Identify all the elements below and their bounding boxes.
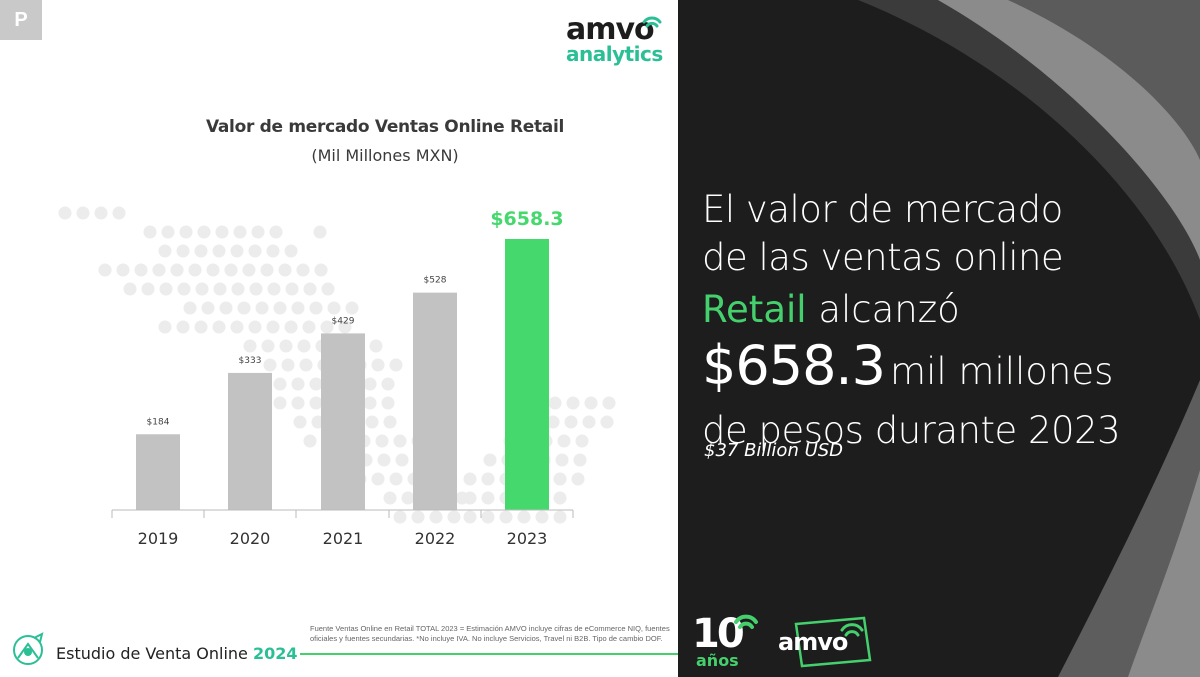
data-label-2022: $528 — [424, 276, 447, 286]
data-label-2023: $658.3 — [490, 208, 563, 230]
bar-chart: $184 2019 $333 2020 $429 2021 $528 2022 $658.3 20… — [58, 206, 616, 548]
headline-line-3: Retail alcanzó — [702, 284, 1182, 336]
headline-line-1: El valor de mercado — [702, 188, 1063, 231]
left-panel: P amvo analytics Valor de mercado Ventas… — [0, 0, 678, 665]
tick-label-2019: 2019 — [138, 529, 179, 548]
headline-line-5: de pesos durante 2023 — [702, 409, 1121, 452]
study-year: 2024 — [252, 644, 298, 663]
data-label-2020: $333 — [239, 356, 262, 366]
page-badge: P — [0, 0, 42, 40]
bar-2023 — [505, 239, 549, 510]
chart-title: Valor de mercado Ventas Online Retail — [205, 117, 565, 137]
tick-label-2020: 2020 — [230, 529, 271, 548]
bar-2019 — [136, 434, 180, 510]
headline-amount: $658.3 — [702, 334, 886, 397]
background-swoosh — [858, 0, 1200, 677]
amvo-analytics-logo: amvo analytics — [566, 12, 666, 66]
tick-label-2022: 2022 — [415, 529, 456, 548]
headline-unit: mil millones — [890, 350, 1114, 393]
headline-retail: Retail — [702, 288, 807, 331]
study-title: Estudio de Venta Online 2024 — [56, 644, 298, 663]
data-label-2021: $429 — [332, 316, 355, 326]
headline-line-4: $658.3 mil millones — [702, 336, 1182, 409]
tick-label-2023: 2023 — [507, 529, 548, 548]
usd-note: $37 Billion USD — [704, 440, 844, 461]
study-emblem-icon — [13, 632, 44, 665]
source-note: Fuente Ventas Online en Retail TOTAL 202… — [310, 624, 670, 643]
headline-line-2: de las ventas online — [702, 236, 1064, 279]
bar-2022 — [413, 292, 457, 510]
ten-years-badge: 10 años — [692, 612, 762, 672]
amvo-brand-logo: amvo — [776, 616, 876, 668]
brand-word: amvo — [778, 628, 848, 656]
headline: El valor de mercado de las ventas online… — [702, 186, 1182, 453]
tick-label-2021: 2021 — [323, 529, 364, 548]
ten-years-label: años — [696, 651, 739, 670]
bar-2020 — [228, 372, 272, 510]
signal-icon — [642, 16, 662, 28]
brand-frame-icon — [794, 616, 872, 668]
logo-sub: analytics — [566, 42, 663, 66]
bar-2021 — [321, 333, 365, 510]
data-label-2019: $184 — [147, 417, 170, 427]
right-panel: El valor de mercado de las ventas online… — [678, 0, 1200, 677]
chart-subtitle: (Mil Millones MXN) — [311, 146, 459, 165]
signal-icon — [734, 614, 758, 629]
headline-reached: alcanzó — [818, 288, 960, 331]
footer-divider — [300, 653, 678, 655]
study-label: Estudio de Venta Online — [56, 644, 248, 663]
logo-word: amvo — [566, 12, 655, 47]
